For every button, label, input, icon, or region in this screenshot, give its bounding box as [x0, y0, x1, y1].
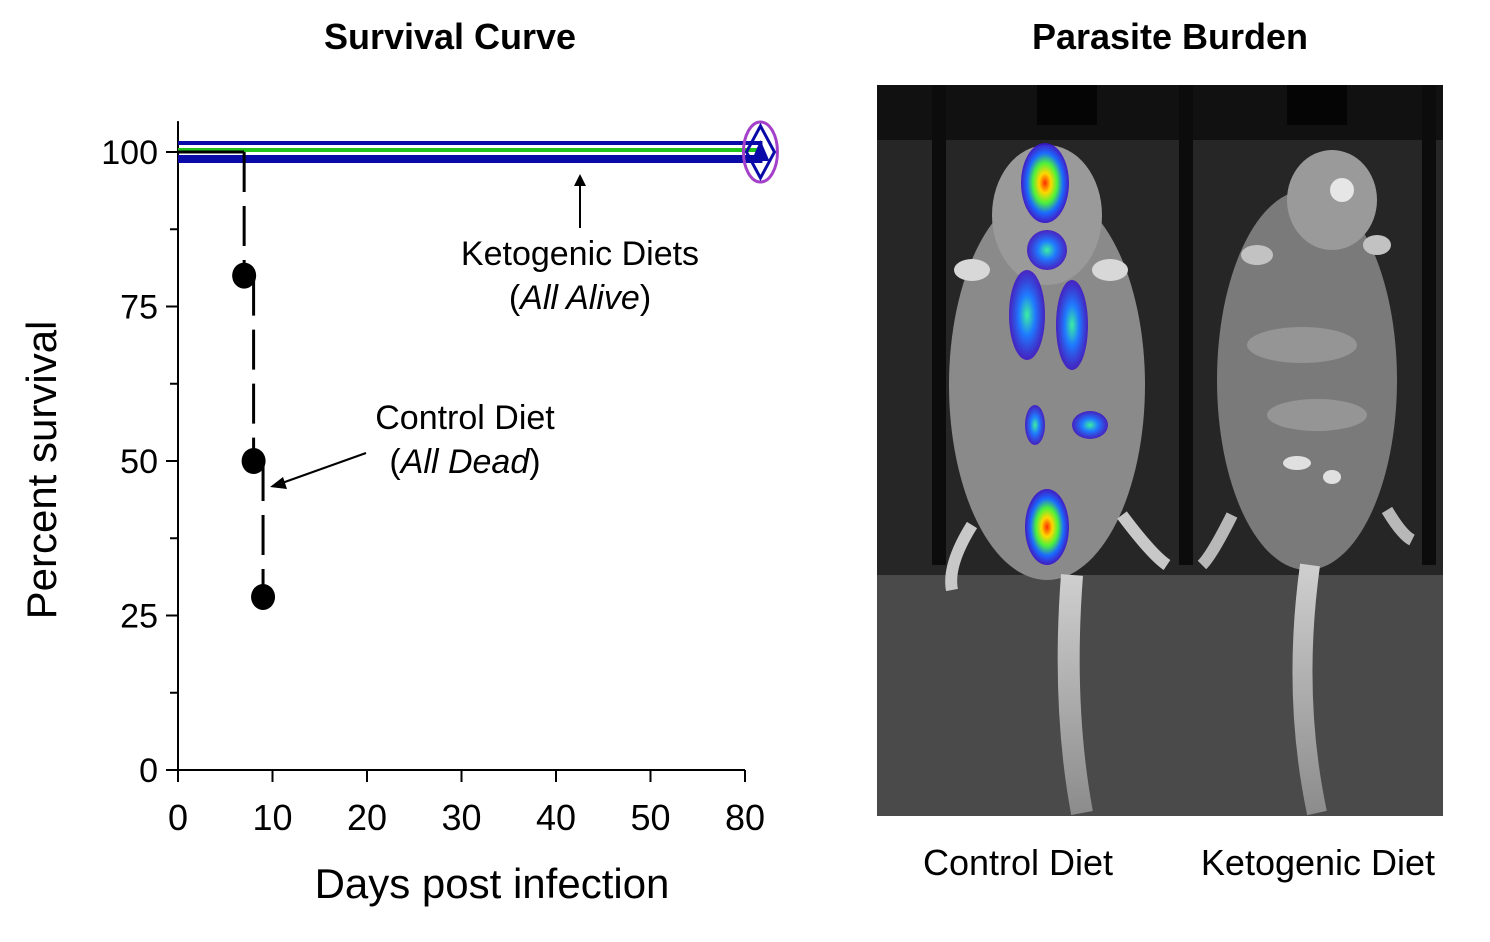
chart-series: [178, 141, 763, 597]
x-tick-label-30: 30: [441, 797, 481, 838]
control-annotation: Control Diet (All Dead): [330, 396, 600, 484]
survival-chart: 0 25 50 75 100 0 10 20 30 40 50 80 Days post infect…: [18, 120, 779, 907]
chart-markers: [232, 120, 779, 610]
ketogenic-annotation-line1: Ketogenic Diets: [460, 235, 700, 273]
y-tick-label-25: 25: [120, 598, 158, 636]
annotation-arrows: [270, 174, 586, 489]
ketogenic-annotation-line2: (All Alive): [508, 279, 652, 317]
y-tick-label-50: 50: [120, 443, 158, 481]
x-tick-label-80: 80: [725, 797, 765, 838]
parasite-burden-title: Parasite Burden: [1031, 16, 1309, 57]
mouse-bioluminescence-image: [877, 85, 1443, 816]
x-tick-label-40: 40: [536, 797, 576, 838]
chart-axes: 0 25 50 75 100 0 10 20 30 40 50 80: [101, 121, 765, 838]
x-tick-label-20: 20: [347, 797, 387, 838]
control-arrowhead: [270, 477, 287, 489]
ketogenic-annotation-italic: All Alive: [520, 279, 640, 317]
x-axis-label: Days post infection: [315, 860, 670, 907]
control-diet-label: Control Diet: [922, 842, 1114, 883]
x-tick-label-0: 0: [168, 797, 188, 838]
control-marker-3: [251, 583, 276, 610]
ketogenic-end-ellipse-marker: [741, 120, 779, 184]
ketogenic-annotation: Ketogenic Diets (All Alive): [410, 232, 750, 320]
ketogenic-mouse: [1197, 150, 1416, 816]
control-arrow: [281, 452, 367, 484]
control-annotation-line2: (All Dead): [389, 443, 541, 481]
x-tick-label-10: 10: [252, 797, 292, 838]
x-tick-label-50: 50: [630, 797, 670, 838]
ketogenic-end-diamond-marker: [744, 122, 777, 182]
control-annotation-italic: All Dead: [400, 443, 530, 481]
y-axis-label: Percent survival: [18, 321, 65, 620]
control-mouse: [945, 143, 1171, 816]
control-marker-2: [241, 448, 266, 474]
y-tick-label-100: 100: [101, 134, 158, 172]
control-annotation-line1: Control Diet: [375, 399, 555, 437]
y-tick-label-0: 0: [139, 752, 158, 790]
control-marker-1: [232, 262, 257, 289]
survival-curve-title: Survival Curve: [323, 16, 577, 57]
y-tick-label-75: 75: [120, 289, 158, 327]
ketogenic-diet-label: Ketogenic Diet: [1200, 842, 1436, 883]
ketogenic-end-triangle-marker: [751, 140, 770, 161]
keto-arrowhead: [574, 174, 586, 186]
